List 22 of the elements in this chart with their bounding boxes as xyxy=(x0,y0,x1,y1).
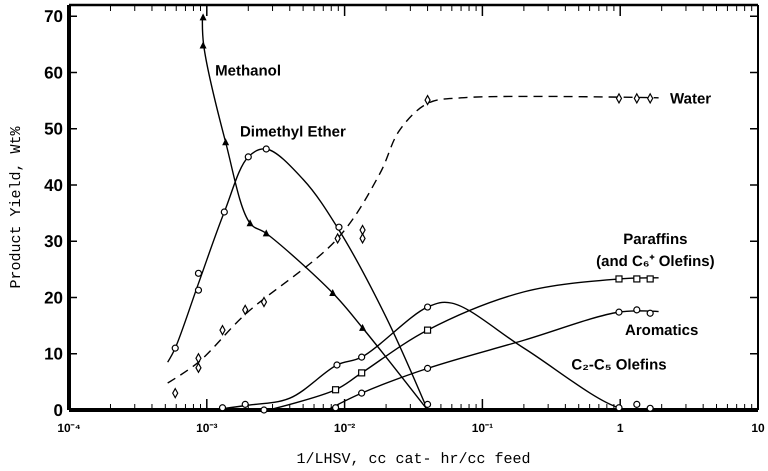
x-axis-title: 1/LHSV, cc cat- hr/cc feed xyxy=(296,451,531,468)
y-tick-label: 50 xyxy=(44,120,63,139)
y-tick-label: 40 xyxy=(44,176,63,195)
y-tick-label: 60 xyxy=(44,63,63,82)
y-tick-label: 70 xyxy=(44,7,63,26)
series-label: Dimethyl Ether xyxy=(240,124,346,141)
series-label: Methanol xyxy=(215,62,282,80)
y-tick-label: 0 xyxy=(54,400,63,420)
y-axis-title: Product Yield, Wt% xyxy=(8,125,25,289)
x-tick-label: 10⁻¹ xyxy=(472,421,494,435)
y-tick-label: 10 xyxy=(44,344,63,364)
y-tick-label: 20 xyxy=(44,288,63,308)
x-tick-label: 10⁻³ xyxy=(196,421,218,435)
x-tick-label: 1 xyxy=(616,421,624,435)
series-label: Aromatics xyxy=(625,322,698,340)
x-tick-label: 10⁻⁴ xyxy=(57,421,81,435)
series-label: C₂-C₅ Olefins xyxy=(571,356,667,374)
legend-label: Paraffins (and C₆⁺ Olefins) xyxy=(596,231,715,270)
y-tick-label: 30 xyxy=(44,232,63,252)
x-tick-label: 10 xyxy=(751,421,765,435)
series-label: Water xyxy=(670,90,712,108)
x-tick-label: 10⁻² xyxy=(334,421,356,435)
